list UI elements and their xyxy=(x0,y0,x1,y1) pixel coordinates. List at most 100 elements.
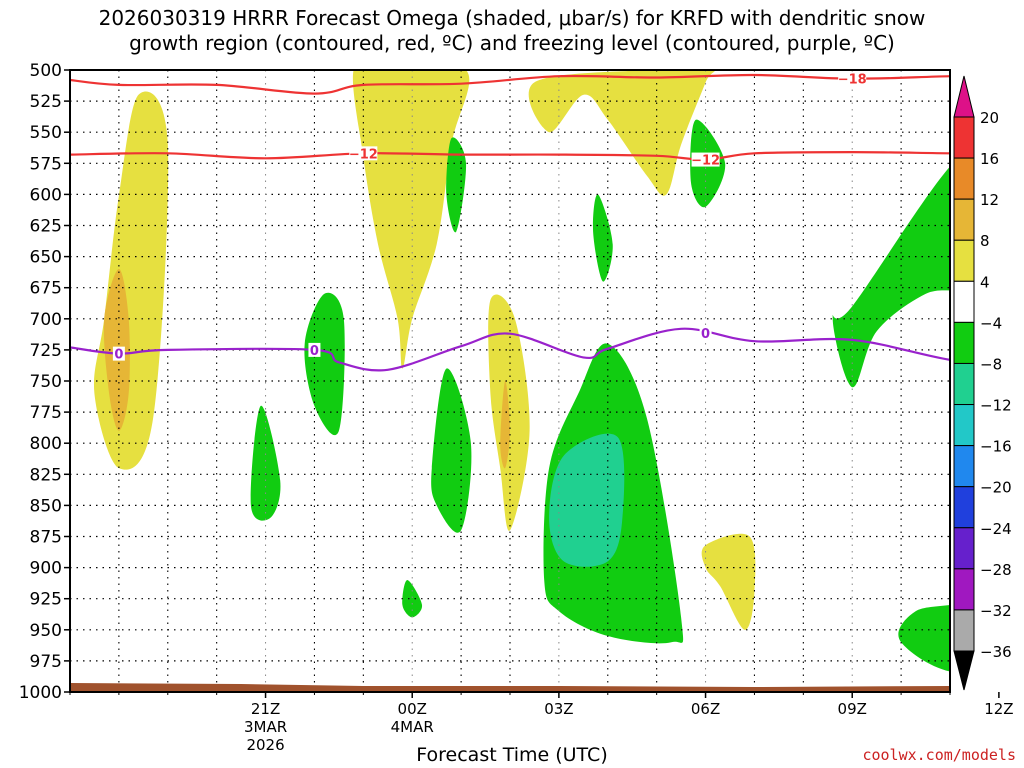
omega-region-17 xyxy=(898,604,950,672)
omega-region-2 xyxy=(352,70,470,369)
colorbar-swatch-5 xyxy=(953,321,975,364)
dgz-contour-label-0-bg xyxy=(838,71,867,86)
x-tick-date-0: 3MAR xyxy=(244,718,287,736)
colorbar-label-2: 12 xyxy=(980,191,999,209)
freezing-level-label-1-bg xyxy=(308,342,321,357)
colorbar-label-9: −20 xyxy=(980,479,1012,497)
contour-layer: −18 −12 −12 0 0 0 xyxy=(70,71,950,372)
colorbar-swatch-3 xyxy=(953,239,975,282)
freezing-level-label-2-bg xyxy=(699,325,712,340)
colorbar-swatch-7 xyxy=(953,404,975,447)
colorbar-label-3: 8 xyxy=(980,232,990,250)
colorbar-swatch-2 xyxy=(953,198,975,241)
x-tick-label-4: 09Z xyxy=(838,700,867,718)
title-line-2: growth region (contoured, red, ºC) and f… xyxy=(129,31,895,55)
freezing-level-label-1: 0 xyxy=(310,344,319,359)
credit-text: coolwx.com/models xyxy=(862,746,1016,764)
colorbar-top-arrow xyxy=(953,75,975,118)
terrain-surface xyxy=(70,683,950,692)
dgz-contour-label-1-bg xyxy=(349,146,378,161)
y-tick-label-775: 775 xyxy=(30,403,62,423)
colorbar-swatch-8 xyxy=(953,445,975,488)
omega-region-8 xyxy=(250,405,281,521)
colorbar-swatch-9 xyxy=(953,486,975,529)
omega-region-15 xyxy=(549,433,625,567)
omega-region-3 xyxy=(528,70,715,196)
colorbar-label-4: 4 xyxy=(980,273,990,291)
x-tick-label-2: 03Z xyxy=(544,700,573,718)
colorbar-swatch-4 xyxy=(953,280,975,323)
y-tick-label-875: 875 xyxy=(30,528,62,548)
colorbar-swatch-12 xyxy=(953,609,975,652)
y-tick-label-750: 750 xyxy=(30,372,62,392)
x-tick-year-0: 2026 xyxy=(246,736,284,754)
omega-region-9 xyxy=(446,137,467,233)
y-tick-label-675: 675 xyxy=(30,279,62,299)
omega-region-0 xyxy=(93,91,169,470)
y-tick-label-800: 800 xyxy=(30,434,62,454)
colorbar-label-5: −4 xyxy=(980,314,1002,332)
colorbar-label-11: −28 xyxy=(980,561,1012,579)
dgz-contour-label-0: −18 xyxy=(838,73,867,88)
y-tick-label-850: 850 xyxy=(30,496,62,516)
y-tick-label-650: 650 xyxy=(30,248,62,268)
y-tick-label-700: 700 xyxy=(30,310,62,330)
colorbar-label-0: 20 xyxy=(980,109,999,127)
y-tick-label-1000: 1000 xyxy=(19,683,62,703)
colorbar-bottom-arrow xyxy=(953,650,975,691)
x-tick-label-3: 06Z xyxy=(691,700,720,718)
freezing-level-contour xyxy=(70,327,950,372)
y-tick-label-500: 500 xyxy=(30,61,62,81)
colorbar-swatch-1 xyxy=(953,157,975,200)
omega-region-12 xyxy=(592,194,613,282)
freezing-level-label-0: 0 xyxy=(114,348,123,363)
dgz-contour-1 xyxy=(70,150,950,161)
colorbar-swatch-11 xyxy=(953,568,975,611)
x-tick-label-0: 21Z xyxy=(251,700,280,718)
y-tick-label-525: 525 xyxy=(30,92,62,112)
y-tick-label-950: 950 xyxy=(30,621,62,641)
dgz-contour-label-1: −12 xyxy=(349,147,378,162)
y-tick-label-600: 600 xyxy=(30,185,62,205)
x-tick-date-1: 4MAR xyxy=(391,718,434,736)
dgz-contour-label-2: −12 xyxy=(691,154,720,169)
y-tick-label-825: 825 xyxy=(30,465,62,485)
terrain-layer xyxy=(70,683,950,692)
omega-region-16 xyxy=(832,166,950,388)
x-tick-label-1: 00Z xyxy=(398,700,427,718)
omega-region-11 xyxy=(431,368,472,533)
colorbar-label-8: −16 xyxy=(980,438,1012,456)
x-tick-label-5: 12Z xyxy=(984,700,1013,718)
title-line-1: 2026030319 HRRR Forecast Omega (shaded, … xyxy=(98,6,926,30)
y-tick-label-550: 550 xyxy=(30,123,62,143)
y-tick-label-625: 625 xyxy=(30,217,62,237)
freezing-level-label-2: 0 xyxy=(701,327,710,342)
colorbar-label-1: 16 xyxy=(980,150,999,168)
colorbar-label-13: −36 xyxy=(980,643,1012,661)
colorbar-label-7: −12 xyxy=(980,397,1012,415)
omega-region-7 xyxy=(304,292,345,436)
colorbar-label-12: −32 xyxy=(980,602,1012,620)
freezing-level-label-0-bg xyxy=(112,346,125,361)
y-tick-label-900: 900 xyxy=(30,559,62,579)
colorbar-swatch-0 xyxy=(953,116,975,159)
dgz-contour-label-2-bg xyxy=(691,152,720,167)
omega-region-6 xyxy=(701,533,756,630)
colorbar: 20 16 12 8 4 −4 −8 −12 −16 −20 −24 −28 −32 −36 xyxy=(953,75,1012,691)
omega-shading-layer xyxy=(93,70,950,672)
colorbar-swatch-10 xyxy=(953,527,975,570)
x-axis-label: Forecast Time (UTC) xyxy=(416,744,608,766)
omega-region-10 xyxy=(402,580,423,618)
y-tick-label-575: 575 xyxy=(30,154,62,174)
colorbar-label-10: −24 xyxy=(980,520,1012,538)
colorbar-label-6: −8 xyxy=(980,355,1002,373)
dgz-contour-0 xyxy=(70,73,950,95)
y-tick-label-925: 925 xyxy=(30,590,62,610)
y-tick-label-975: 975 xyxy=(30,652,62,672)
omega-region-5 xyxy=(500,380,510,469)
y-axis: 500 525 550 575 600 625 650 675 700 725 750 775 800 8… xyxy=(19,61,70,703)
y-tick-label-725: 725 xyxy=(30,341,62,361)
colorbar-swatch-6 xyxy=(953,362,975,406)
